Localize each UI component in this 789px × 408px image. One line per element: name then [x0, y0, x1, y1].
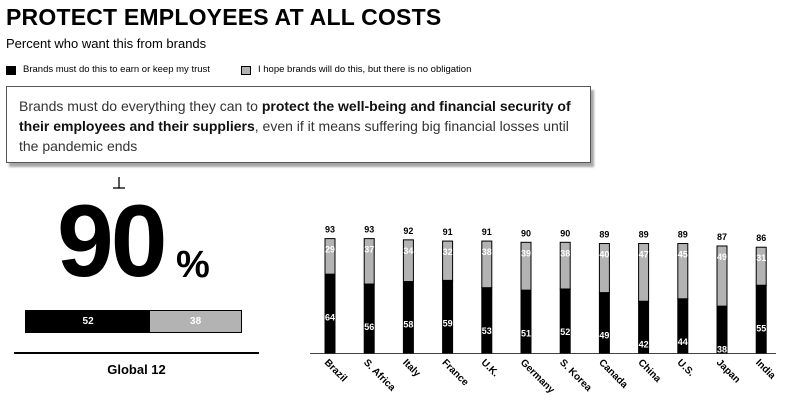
- global-divider: [14, 352, 259, 354]
- legend-swatch-hope: [241, 66, 251, 75]
- data-label-total: 93: [325, 225, 335, 235]
- data-label-total: 89: [599, 230, 609, 240]
- data-label-total: 90: [521, 228, 531, 238]
- bar-must: [363, 283, 375, 354]
- global-bar-hope: 38: [150, 311, 241, 332]
- category-label: U.S.: [675, 357, 697, 379]
- data-label-must: 58: [403, 320, 413, 330]
- data-label-hope: 34: [403, 246, 413, 256]
- data-label-hope: 31: [756, 253, 766, 263]
- chart-subtitle: Percent who want this from brands: [6, 36, 207, 51]
- data-label-total: 93: [364, 225, 374, 235]
- country-bar-chart: 29 64 93 Brazil 37 56 93 S. Africa 34 58 92 Italy 32…: [310, 225, 778, 396]
- data-label-must: 59: [443, 318, 453, 328]
- data-label-hope: 45: [678, 250, 688, 260]
- legend-label-must: Brands must do this to earn or keep my t…: [23, 64, 210, 75]
- category-label: S. Korea: [557, 357, 594, 394]
- data-label-total: 91: [482, 227, 492, 237]
- bar-must: [520, 289, 532, 354]
- global-percent-sign: %: [176, 244, 210, 286]
- data-label-total: 92: [403, 226, 413, 236]
- data-label-hope: 38: [482, 247, 492, 257]
- data-label-hope: 39: [521, 248, 531, 258]
- bar-must: [324, 273, 336, 354]
- statement-text-bold: protect the well-being and financial sec…: [19, 98, 571, 134]
- category-label: France: [439, 357, 470, 388]
- global-label: Global 12: [107, 362, 166, 377]
- bar-must: [402, 281, 414, 354]
- category-label: Brazil: [322, 357, 349, 384]
- data-label-must: 55: [756, 323, 766, 333]
- bar-must: [559, 288, 571, 354]
- data-label-total: 89: [639, 230, 649, 240]
- data-label-hope: 40: [599, 250, 609, 260]
- data-label-must: 56: [364, 322, 374, 332]
- global-value: 90: [57, 184, 167, 298]
- statement-text-part1: Brands must do everything they can to: [19, 98, 262, 114]
- data-label-must: 53: [482, 326, 492, 336]
- data-label-total: 87: [717, 232, 727, 242]
- bar-must: [638, 300, 650, 354]
- bar-must: [716, 305, 728, 354]
- global-stacked-bar: 52 38: [25, 310, 242, 333]
- data-label-hope: 47: [639, 250, 649, 260]
- data-label-total: 91: [443, 227, 453, 237]
- category-label: Canada: [596, 357, 630, 391]
- category-label: U.K.: [479, 357, 501, 379]
- category-label: China: [635, 357, 663, 385]
- global-bar-must: 52: [26, 311, 151, 332]
- category-label: Italy: [400, 357, 422, 379]
- data-label-hope: 32: [443, 247, 453, 257]
- data-label-total: 90: [560, 228, 570, 238]
- category-label: India: [753, 357, 778, 382]
- data-label-must: 42: [639, 339, 649, 349]
- data-label-must: 49: [599, 331, 609, 341]
- bar-must: [755, 284, 767, 354]
- up-tack-icon: [113, 177, 125, 189]
- data-label-hope: 37: [364, 245, 374, 255]
- bar-must: [481, 287, 493, 354]
- data-label-must: 64: [325, 312, 335, 322]
- legend-swatch-must: [6, 66, 16, 75]
- data-label-must: 51: [521, 328, 531, 338]
- statement-box: Brands must do everything they can to pr…: [6, 86, 591, 163]
- data-label-must: 44: [678, 337, 688, 347]
- data-label-total: 86: [756, 233, 766, 243]
- category-label: Japan: [714, 357, 742, 385]
- data-label-hope: 49: [717, 252, 727, 262]
- bar-must: [442, 279, 454, 354]
- chart-title: PROTECT EMPLOYEES AT ALL COSTS: [6, 4, 442, 30]
- data-label-hope: 29: [325, 245, 335, 255]
- data-label-must: 52: [560, 327, 570, 337]
- data-label-hope: 38: [560, 248, 570, 258]
- category-label: Germany: [518, 357, 557, 396]
- data-label-total: 89: [678, 230, 688, 240]
- bar-must: [598, 292, 610, 354]
- data-label-must: 38: [717, 344, 727, 354]
- statement-text-part2: , even if it means suffering big financi…: [19, 118, 569, 154]
- legend-label-hope: I hope brands will do this, but there is…: [258, 64, 472, 75]
- bar-must: [677, 298, 689, 354]
- category-label: S. Africa: [361, 357, 398, 394]
